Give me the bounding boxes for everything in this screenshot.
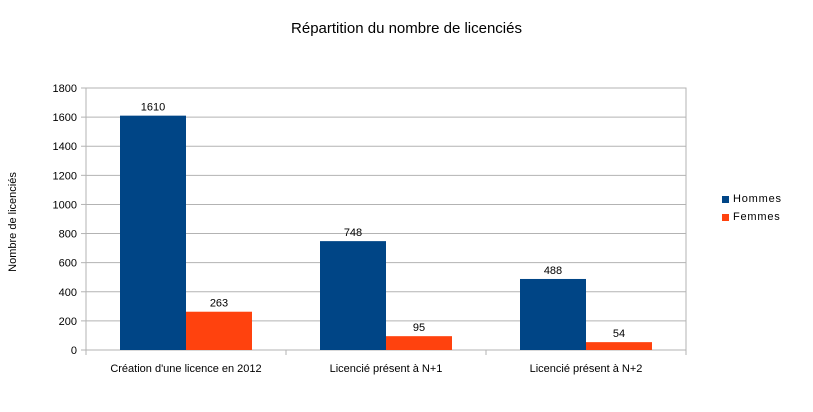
x-tick-label: Création d'une licence en 2012 [110,363,261,375]
data-label-hommes-0: 1610 [141,102,165,114]
bar-femmes-0 [186,311,252,350]
data-label-femmes-0: 263 [210,298,228,310]
data-label-hommes-1: 748 [344,227,362,239]
y-tick-label: 1400 [53,141,77,153]
x-tick-label: Licencié présent à N+1 [330,363,443,375]
x-tick-label: Licencié présent à N+2 [530,363,643,375]
legend-item-hommes: Hommes [722,190,782,208]
y-tick-label: 0 [71,345,77,357]
y-tick-label: 400 [59,287,77,299]
y-tick-label: 600 [59,258,77,270]
legend-label-femmes: Femmes [733,211,781,223]
data-label-hommes-2: 488 [544,265,562,277]
chart-title: Répartition du nombre de licenciés [291,20,522,37]
y-tick-label: 1800 [53,83,77,95]
legend-label-hommes: Hommes [733,193,782,205]
y-tick-label: 200 [59,316,77,328]
data-label-femmes-1: 95 [413,322,425,334]
bar-femmes-1 [386,336,452,350]
bar-femmes-2 [586,342,652,350]
y-tick-label: 1000 [53,199,77,211]
bar-hommes-1 [320,241,386,350]
y-tick-label: 1200 [53,170,77,182]
data-label-femmes-2: 54 [613,328,625,340]
legend: Hommes Femmes [722,190,782,226]
legend-swatch-femmes [722,213,729,221]
bar-hommes-0 [120,115,186,351]
y-tick-label: 1600 [53,112,77,124]
legend-item-femmes: Femmes [722,208,782,226]
legend-swatch-hommes [722,195,729,203]
bar-hommes-2 [520,278,586,350]
y-tick-label: 800 [59,229,77,241]
